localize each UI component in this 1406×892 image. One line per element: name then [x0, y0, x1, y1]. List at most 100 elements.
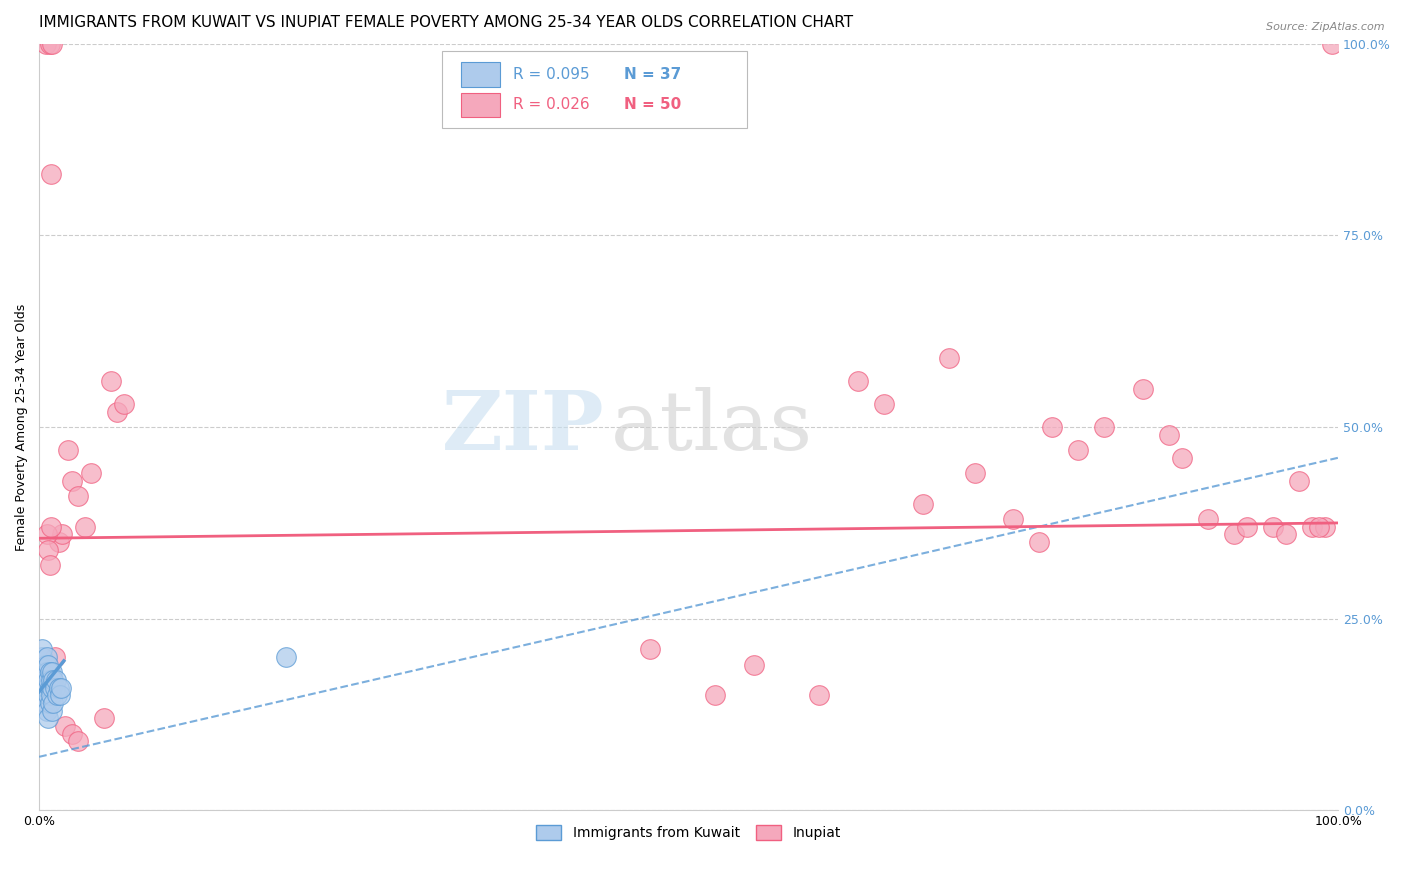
- Point: [38, 681, 60, 695]
- Point: [38, 665, 60, 680]
- Point: [32, 665, 55, 680]
- Point: [1094, 420, 1116, 434]
- Point: [274, 650, 297, 665]
- Point: [34, 665, 56, 680]
- Point: [34, 657, 56, 672]
- Point: [37, 657, 59, 672]
- Point: [35, 681, 58, 695]
- Point: [35, 527, 58, 541]
- Point: [911, 497, 934, 511]
- FancyBboxPatch shape: [461, 62, 501, 87]
- Point: [45, 673, 67, 687]
- FancyBboxPatch shape: [461, 93, 501, 117]
- Point: [44, 681, 66, 695]
- Point: [872, 397, 894, 411]
- Point: [1308, 520, 1330, 534]
- Point: [67, 734, 90, 748]
- Point: [35, 704, 58, 718]
- Point: [39, 167, 62, 181]
- Point: [35, 665, 58, 680]
- Text: R = 0.095: R = 0.095: [513, 67, 591, 82]
- Point: [32, 673, 55, 687]
- Text: IMMIGRANTS FROM KUWAIT VS INUPIAT FEMALE POVERTY AMONG 25-34 YEAR OLDS CORRELATI: IMMIGRANTS FROM KUWAIT VS INUPIAT FEMALE…: [39, 15, 853, 30]
- Point: [1067, 443, 1090, 458]
- Point: [48, 535, 70, 549]
- Point: [1132, 382, 1154, 396]
- Point: [46, 689, 69, 703]
- Point: [1002, 512, 1025, 526]
- Point: [51, 527, 73, 541]
- Point: [60, 474, 83, 488]
- FancyBboxPatch shape: [441, 52, 747, 128]
- Point: [37, 673, 59, 687]
- Point: [34, 696, 56, 710]
- Point: [34, 689, 56, 703]
- Point: [1197, 512, 1219, 526]
- Point: [73, 520, 96, 534]
- Point: [1315, 520, 1337, 534]
- Point: [37, 542, 59, 557]
- Point: [31, 650, 53, 665]
- Point: [963, 466, 986, 480]
- Point: [1320, 37, 1343, 51]
- Point: [38, 696, 60, 710]
- Point: [39, 689, 62, 703]
- Point: [49, 689, 72, 703]
- Point: [39, 520, 62, 534]
- Point: [41, 704, 63, 718]
- Legend: Immigrants from Kuwait, Inupiat: Immigrants from Kuwait, Inupiat: [531, 820, 846, 846]
- Text: N = 37: N = 37: [624, 67, 681, 82]
- Point: [37, 689, 59, 703]
- Point: [34, 696, 56, 710]
- Point: [80, 466, 103, 480]
- Point: [1288, 474, 1310, 488]
- Text: R = 0.026: R = 0.026: [513, 97, 591, 112]
- Point: [1223, 527, 1246, 541]
- Point: [67, 489, 90, 503]
- Point: [1236, 520, 1258, 534]
- Point: [703, 689, 725, 703]
- Point: [53, 719, 76, 733]
- Point: [38, 558, 60, 573]
- Text: N = 50: N = 50: [624, 97, 681, 112]
- Point: [1275, 527, 1298, 541]
- Point: [56, 443, 79, 458]
- Point: [93, 711, 115, 725]
- Point: [48, 681, 70, 695]
- Point: [30, 657, 52, 672]
- Point: [1159, 427, 1181, 442]
- Point: [42, 696, 65, 710]
- Point: [1042, 420, 1064, 434]
- Point: [41, 681, 63, 695]
- Point: [51, 681, 73, 695]
- Point: [34, 37, 56, 51]
- Point: [38, 37, 60, 51]
- Point: [41, 665, 63, 680]
- Point: [39, 673, 62, 687]
- Point: [37, 711, 59, 725]
- Point: [846, 374, 869, 388]
- Point: [44, 650, 66, 665]
- Point: [112, 397, 135, 411]
- Point: [938, 351, 960, 365]
- Point: [638, 642, 661, 657]
- Point: [1171, 450, 1194, 465]
- Point: [31, 642, 53, 657]
- Point: [742, 657, 765, 672]
- Point: [35, 650, 58, 665]
- Point: [34, 681, 56, 695]
- Point: [41, 37, 63, 51]
- Text: ZIP: ZIP: [441, 387, 605, 467]
- Point: [1263, 520, 1285, 534]
- Point: [1028, 535, 1050, 549]
- Point: [807, 689, 830, 703]
- Y-axis label: Female Poverty Among 25-34 Year Olds: Female Poverty Among 25-34 Year Olds: [15, 303, 28, 550]
- Point: [100, 374, 122, 388]
- Text: Source: ZipAtlas.com: Source: ZipAtlas.com: [1267, 22, 1385, 32]
- Point: [1301, 520, 1323, 534]
- Text: atlas: atlas: [610, 387, 813, 467]
- Point: [42, 673, 65, 687]
- Point: [105, 405, 128, 419]
- Point: [32, 681, 55, 695]
- Point: [60, 727, 83, 741]
